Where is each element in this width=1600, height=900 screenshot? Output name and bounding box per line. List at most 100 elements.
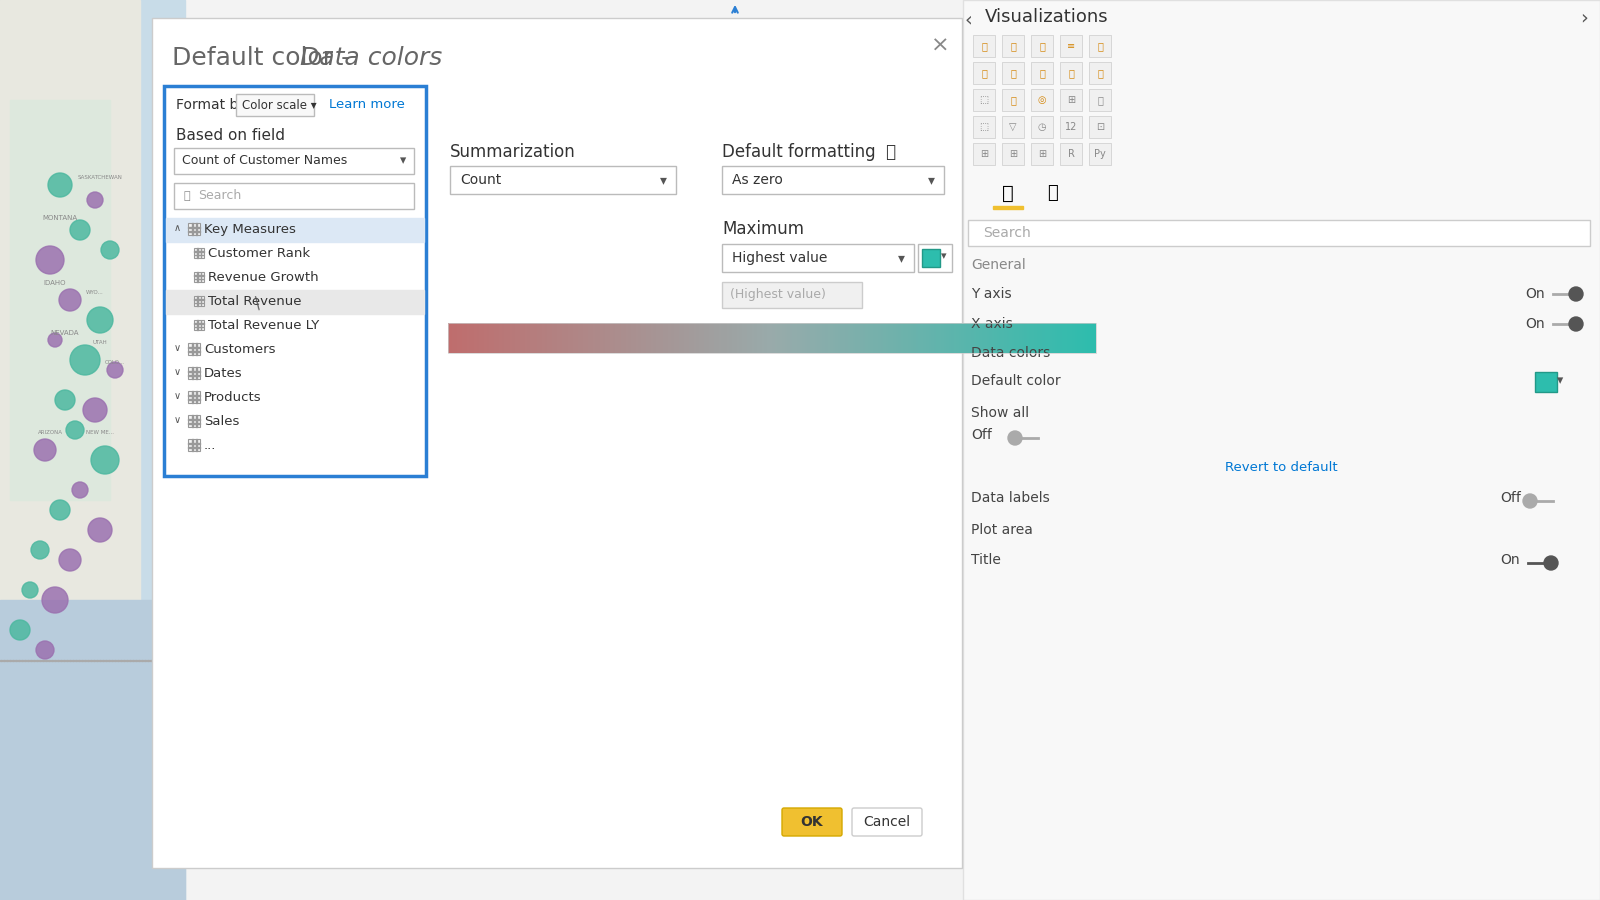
Bar [0,600,186,900]
Text: ⬚: ⬚ [979,95,989,105]
Bar [1059,143,1082,165]
Circle shape [35,246,64,274]
Text: ∧: ∧ [174,223,181,233]
Text: On: On [1525,317,1544,331]
Bar [1059,35,1082,57]
Bar [166,218,424,242]
Text: Sales: Sales [205,415,240,428]
Bar [448,323,1096,353]
Bar [1090,143,1110,165]
Bar [994,178,1022,208]
Bar [722,244,914,272]
Bar [1030,35,1053,57]
Circle shape [1544,556,1558,570]
Circle shape [22,582,38,598]
Circle shape [88,518,112,542]
Text: Default color: Default color [971,374,1061,388]
Text: ▾: ▾ [400,154,406,167]
Bar [189,223,200,235]
Bar [1090,62,1110,84]
Circle shape [48,173,72,197]
Text: 🖌: 🖌 [1002,184,1014,202]
Text: Off: Off [971,428,992,442]
Bar [994,206,1022,209]
Text: General: General [971,258,1026,272]
Text: ‹: ‹ [965,10,973,29]
Text: Total Revenue: Total Revenue [208,295,301,308]
Text: ⊞: ⊞ [1038,149,1046,159]
Bar [973,62,995,84]
Text: ×: × [931,36,949,56]
Bar [189,343,200,355]
Text: Count: Count [461,173,501,187]
Text: ⬚: ⬚ [979,122,989,132]
Circle shape [91,446,118,474]
Text: UTAH: UTAH [93,340,107,345]
Text: Py: Py [1094,149,1106,159]
Circle shape [50,500,70,520]
Text: WYO...: WYO... [86,290,104,295]
Text: 📊: 📊 [981,41,987,51]
Text: Search: Search [982,226,1030,240]
Text: MONTANA: MONTANA [43,215,77,221]
Text: Revenue Growth: Revenue Growth [208,271,318,284]
Bar [152,18,962,868]
Text: Search: Search [198,189,242,202]
Text: On: On [1501,553,1520,567]
Text: X axis: X axis [971,317,1013,331]
Text: 📊: 📊 [1069,68,1074,78]
Text: IDAHO: IDAHO [43,280,66,286]
Text: Summarization: Summarization [450,143,576,161]
Text: 📊: 📊 [1098,41,1102,51]
Bar [1090,35,1110,57]
Text: Show all: Show all [971,406,1029,420]
Circle shape [10,620,30,640]
Text: ▾: ▾ [898,251,906,265]
Bar [1030,89,1053,111]
Bar [1038,178,1069,208]
Text: Based on field: Based on field [176,128,285,143]
Text: 📊: 📊 [1038,68,1045,78]
Text: Data colors: Data colors [301,46,442,70]
Circle shape [1523,494,1538,508]
Text: ▾: ▾ [941,251,947,261]
Text: R: R [1067,149,1075,159]
Circle shape [30,541,50,559]
Bar [10,100,110,500]
Bar [194,272,205,282]
Bar [0,0,141,600]
Text: (Highest value): (Highest value) [730,288,826,301]
Text: SASKATCHEWAN: SASKATCHEWAN [77,175,123,180]
Text: 🔍: 🔍 [1048,184,1058,202]
Bar [1002,89,1024,111]
Circle shape [107,362,123,378]
Bar [1002,116,1024,138]
Bar [973,116,995,138]
Circle shape [59,549,82,571]
Bar [922,249,941,267]
Bar [1059,62,1082,84]
Text: 📈: 📈 [1010,41,1016,51]
Circle shape [54,390,75,410]
Text: Customers: Customers [205,343,275,356]
Bar [1002,143,1024,165]
Circle shape [1570,287,1582,301]
Circle shape [86,192,102,208]
Text: 🍩: 🍩 [1010,95,1016,105]
Text: Maximum: Maximum [722,220,805,238]
Text: NEVADA: NEVADA [51,330,80,336]
Text: ▾: ▾ [661,173,667,187]
Text: 📊: 📊 [1098,68,1102,78]
Circle shape [42,587,67,613]
Bar [189,391,200,403]
FancyBboxPatch shape [782,808,842,836]
Text: Format by: Format by [176,98,246,112]
Circle shape [101,241,118,259]
Bar [973,89,995,111]
Bar [722,166,944,194]
Text: Dates: Dates [205,367,243,380]
Bar [1030,116,1053,138]
Text: 12: 12 [1066,122,1077,132]
Text: ◷: ◷ [1038,122,1046,132]
Bar [237,94,314,116]
